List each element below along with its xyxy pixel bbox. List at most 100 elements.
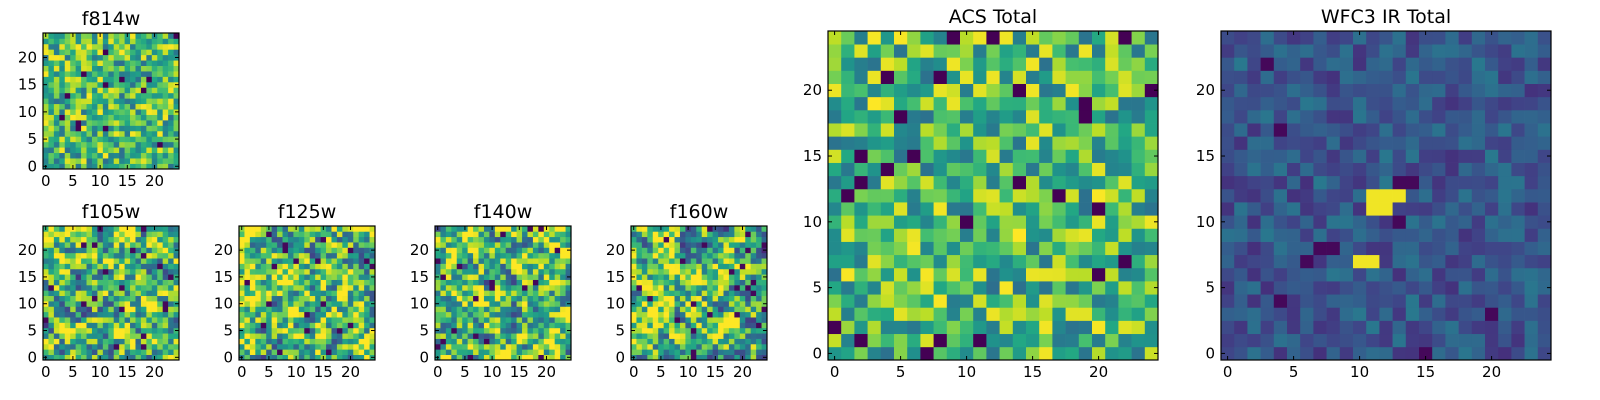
heatmap-cell bbox=[1379, 136, 1393, 150]
heatmap-cell bbox=[146, 147, 153, 154]
heatmap-cell bbox=[451, 268, 458, 275]
heatmap-cell bbox=[266, 317, 272, 323]
heatmap-cell bbox=[532, 322, 539, 329]
heatmap-cell bbox=[527, 333, 534, 339]
heatmap-cell bbox=[867, 57, 882, 71]
heatmap-cell bbox=[81, 76, 87, 83]
heatmap-cell bbox=[1485, 267, 1499, 282]
heatmap-cell bbox=[549, 343, 556, 350]
heatmap-cell bbox=[1300, 175, 1314, 190]
heatmap-cell bbox=[162, 236, 169, 243]
heatmap-cell bbox=[135, 147, 142, 154]
heatmap-cell bbox=[973, 188, 987, 203]
heatmap-cell bbox=[538, 268, 545, 275]
heatmap-cell bbox=[168, 258, 174, 264]
heatmap-cell bbox=[1144, 57, 1159, 71]
heatmap-cell bbox=[48, 263, 55, 270]
heatmap-cell bbox=[1105, 202, 1119, 216]
heatmap-cell bbox=[108, 71, 115, 77]
heatmap-cell bbox=[973, 70, 987, 84]
heatmap-cell bbox=[151, 81, 158, 88]
heatmap-cell bbox=[102, 349, 109, 355]
heatmap-cell bbox=[494, 226, 501, 232]
heatmap-cell bbox=[494, 268, 501, 275]
heatmap-cell bbox=[1260, 188, 1275, 203]
heatmap-cell bbox=[64, 152, 71, 159]
heatmap-cell bbox=[48, 317, 55, 323]
heatmap-cell bbox=[565, 333, 572, 339]
heatmap-cell bbox=[1458, 254, 1473, 269]
heatmap-cell bbox=[1537, 175, 1552, 190]
heatmap-cell bbox=[1366, 31, 1380, 45]
heatmap-cell bbox=[260, 306, 267, 313]
heatmap-cell bbox=[1221, 83, 1235, 98]
heatmap-cell bbox=[1366, 346, 1380, 361]
heatmap-cell bbox=[358, 274, 365, 280]
heatmap-cell bbox=[168, 71, 174, 77]
x-tick-label: 10 bbox=[957, 363, 976, 381]
heatmap-cell bbox=[1326, 267, 1341, 282]
heatmap-cell bbox=[151, 87, 158, 94]
heatmap-cell bbox=[516, 295, 523, 302]
heatmap-cell bbox=[920, 346, 934, 361]
heatmap-cell bbox=[761, 258, 768, 264]
heatmap-cell bbox=[986, 346, 1000, 361]
heatmap-cell bbox=[347, 268, 354, 275]
heatmap-cell bbox=[663, 263, 670, 270]
heatmap-cell bbox=[538, 231, 545, 238]
heatmap-cell bbox=[1537, 241, 1552, 256]
heatmap-cell bbox=[1471, 228, 1486, 242]
heatmap-cell bbox=[168, 284, 174, 291]
heatmap-cell bbox=[113, 92, 120, 99]
heatmap-cell bbox=[1260, 346, 1275, 361]
heatmap-cell bbox=[135, 290, 142, 297]
heatmap-cell bbox=[712, 231, 719, 238]
heatmap-cell bbox=[97, 152, 104, 159]
heatmap-cell bbox=[130, 311, 136, 318]
heatmap-cell bbox=[102, 354, 109, 361]
heatmap-cell bbox=[538, 247, 545, 254]
heatmap-cell bbox=[1379, 44, 1393, 58]
heatmap-cell bbox=[473, 290, 479, 297]
x-tick-label: 0 bbox=[1223, 363, 1233, 381]
heatmap-cell bbox=[168, 92, 174, 99]
heatmap-cell bbox=[1052, 307, 1066, 321]
heatmap-cell bbox=[867, 136, 882, 150]
heatmap-cell bbox=[1065, 175, 1080, 190]
heatmap-cell bbox=[478, 263, 485, 270]
heatmap-cell bbox=[445, 295, 452, 302]
heatmap-cell bbox=[1144, 254, 1159, 269]
heatmap-cell bbox=[696, 236, 703, 243]
heatmap-cell bbox=[97, 338, 104, 345]
heatmap-cell bbox=[309, 317, 316, 323]
heatmap-cell bbox=[162, 268, 169, 275]
heatmap-cell bbox=[293, 311, 300, 318]
heatmap-cell bbox=[647, 317, 654, 323]
heatmap-cell bbox=[1144, 96, 1159, 111]
heatmap-cell bbox=[854, 188, 868, 203]
heatmap-cell bbox=[320, 252, 327, 259]
heatmap-cell bbox=[467, 333, 474, 339]
heatmap-cell bbox=[1131, 44, 1146, 58]
heatmap-cell bbox=[549, 268, 556, 275]
heatmap-cell bbox=[48, 236, 55, 243]
heatmap-cell bbox=[451, 290, 458, 297]
heatmap-cell bbox=[456, 231, 463, 238]
heatmap-cell bbox=[157, 252, 164, 259]
heatmap-cell bbox=[854, 346, 868, 361]
heatmap-cell bbox=[1300, 44, 1314, 58]
heatmap-cell bbox=[1353, 188, 1367, 203]
heatmap-cell bbox=[124, 158, 131, 164]
heatmap-cell bbox=[364, 311, 370, 318]
heatmap-cell bbox=[369, 322, 376, 329]
heatmap-cell bbox=[113, 333, 120, 339]
heatmap-cell bbox=[157, 258, 164, 264]
heatmap-cell bbox=[707, 290, 713, 297]
heatmap-cell bbox=[707, 295, 713, 302]
heatmap-cell bbox=[347, 301, 354, 307]
heatmap-cell bbox=[712, 322, 719, 329]
heatmap-cell bbox=[70, 263, 76, 270]
heatmap-cell bbox=[723, 322, 730, 329]
heatmap-cell bbox=[43, 43, 49, 50]
heatmap-cell bbox=[168, 236, 174, 243]
